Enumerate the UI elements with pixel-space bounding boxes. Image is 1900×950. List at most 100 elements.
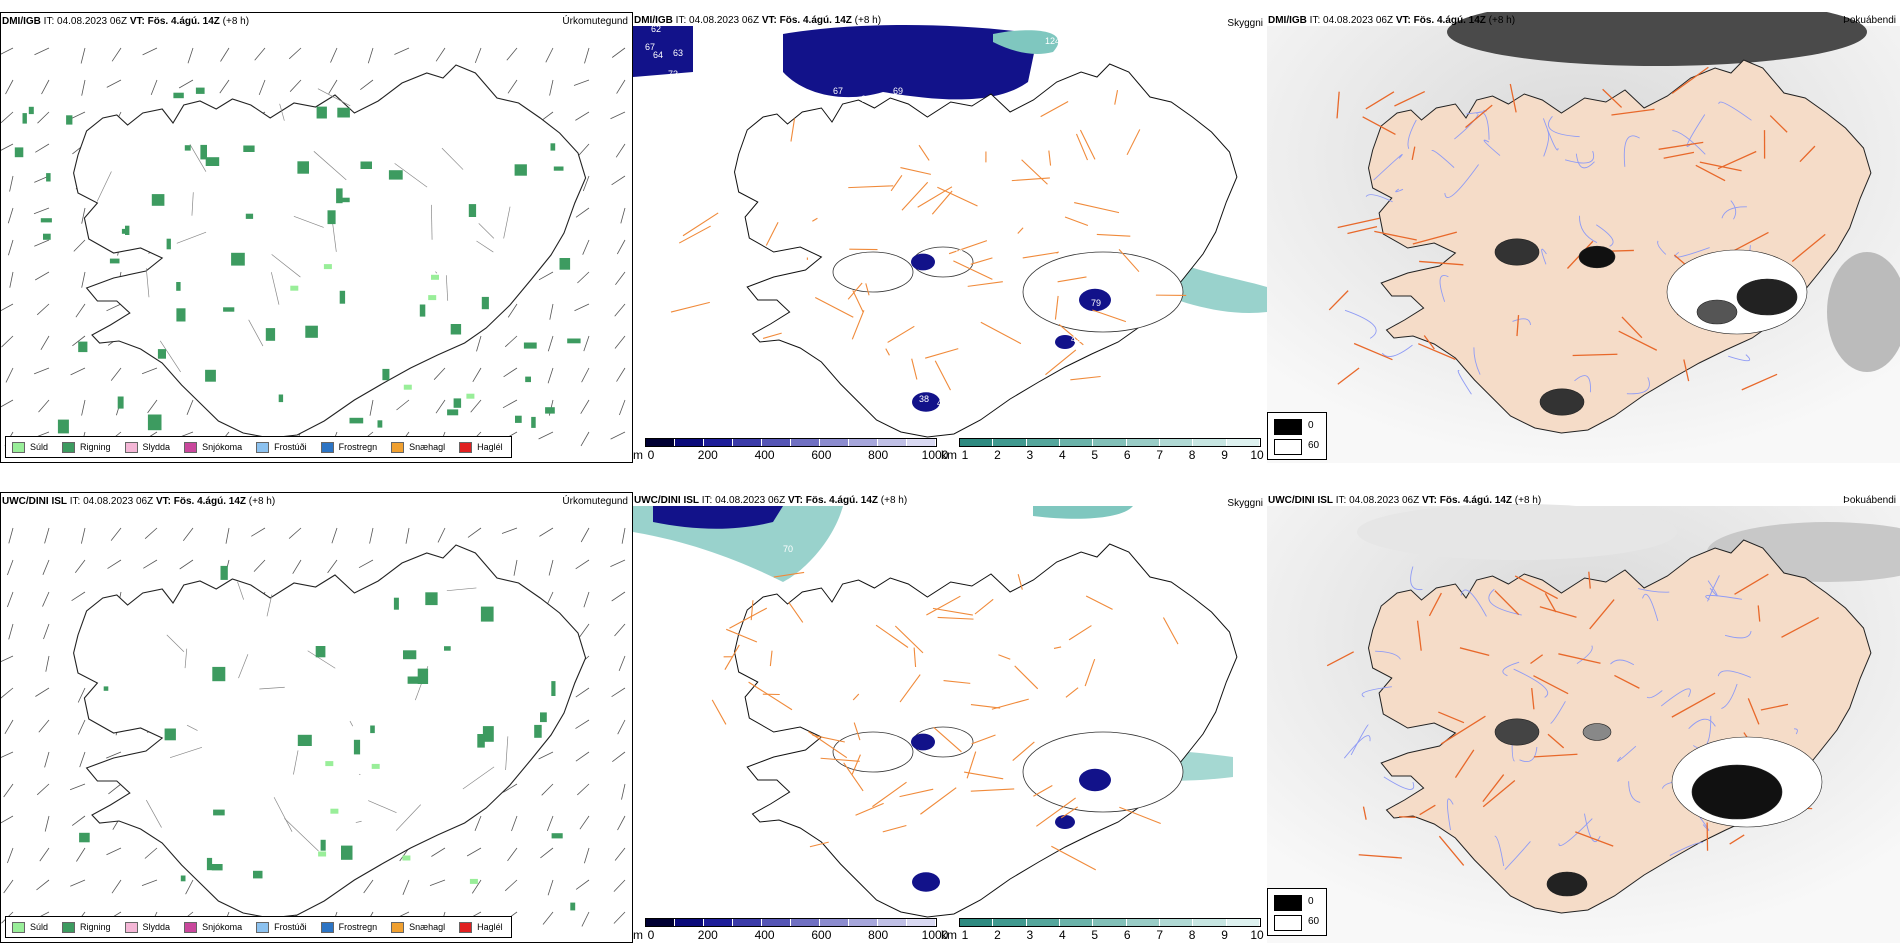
precip-legend-item: Rigning (62, 921, 111, 933)
fog-index-map (1267, 504, 1900, 943)
precip-panel-row2: UWC/DINI ISL IT: 04.08.2023 06Z VT: Fös.… (0, 492, 633, 943)
visibility-value-label: 61 (861, 94, 871, 104)
colorbar-step (820, 919, 849, 926)
colorbar-step (1026, 919, 1060, 926)
colorbar-step (1159, 919, 1194, 926)
precip-type-title: Úrkomutegund (562, 496, 628, 507)
height-tick-label: 1000 (921, 928, 949, 942)
visibility-value-label: 38 (919, 394, 929, 404)
precip-legend: Súld Rigning Slydda Snjókoma Frostúði Frostre… (5, 436, 512, 458)
precip-legend-label: Haglél (477, 442, 503, 452)
height-tick-label: 400 (754, 448, 775, 462)
precip-legend-item: Haglél (459, 441, 503, 453)
height-tick-label: 1000 (921, 448, 949, 462)
height-tick-label: 200 (697, 928, 718, 942)
visibility-map: 62 64 63 67 73 67 61 69 124 80 32 78 79 42 38 41 (633, 24, 1267, 438)
precip-legend-item: Rigning (62, 441, 111, 453)
distance-scale: km 1 2 3 4 5 6 7 8 9 10 (941, 916, 1267, 942)
visibility-value-label: 80 (901, 246, 911, 256)
fog-index-panel-row2: UWC/DINI ISL IT: 04.08.2023 06Z VT: Fös.… (1267, 492, 1900, 943)
precip-legend-label: Snjókoma (202, 922, 243, 932)
distance-tick-label: 6 (1123, 448, 1131, 462)
panel-title: UWC/DINI ISL IT: 04.08.2023 06Z VT: Fös.… (2, 496, 276, 507)
colorbar-step (762, 439, 791, 446)
colorbar-step (960, 919, 994, 926)
river-network (1344, 101, 1761, 395)
key-black-swatch (1274, 419, 1302, 435)
height-tick-label: 800 (868, 448, 889, 462)
key-black-swatch (1274, 895, 1302, 911)
distance-tick-label: 4 (1058, 928, 1066, 942)
distance-unit: km (941, 448, 957, 462)
fog-index-key: 0 60 (1267, 888, 1327, 936)
precip-legend-label: Frostregn (338, 442, 378, 452)
precip-legend-item: Snjókoma (184, 441, 243, 453)
distance-tick-label: 8 (1188, 928, 1196, 942)
height-scale: m 0 200 400 600 800 1000 (633, 916, 948, 942)
road-network (1326, 571, 1820, 866)
distance-tick-label: 7 (1156, 448, 1163, 462)
precip-legend-item: Slydda (124, 921, 171, 933)
key-black-label: 0 (1308, 896, 1314, 907)
fog-index-map (1267, 12, 1900, 463)
key-white-swatch (1274, 915, 1302, 931)
visibility-value-label: 62 (651, 24, 661, 34)
distance-tick-label: 1 (961, 928, 969, 942)
colorbar-step (791, 919, 820, 926)
visibility-value-label: 79 (1091, 298, 1101, 308)
precip-legend-label: Rigning (80, 922, 111, 932)
precip-map (1, 527, 626, 928)
height-unit: m (633, 928, 643, 942)
distance-tick-label: 8 (1188, 448, 1196, 462)
height-tick-label: 400 (754, 928, 775, 942)
precip-legend-label: Snjókoma (202, 442, 243, 452)
fog-over-glaciers (1494, 718, 1823, 897)
distance-tick-label: 6 (1123, 928, 1131, 942)
distance-tick-label: 10 (1250, 928, 1264, 942)
precip-legend-label: Haglél (477, 922, 503, 932)
colorbar-step (675, 919, 704, 926)
precip-legend-swatch (256, 441, 270, 453)
key-white-label: 60 (1308, 440, 1320, 451)
colorbar-step (1193, 919, 1227, 926)
distance-tick-label: 5 (1091, 928, 1099, 942)
distance-tick-label: 4 (1058, 448, 1066, 462)
precip-legend-swatch (62, 921, 76, 933)
precip-legend-label: Snæhagl (409, 922, 446, 932)
fog-index-key: 0 60 (1267, 412, 1327, 460)
colorbar-step (1093, 439, 1127, 446)
road-network (670, 90, 1187, 391)
visibility-value-label: 67 (645, 42, 655, 52)
colorbar-step (646, 919, 675, 926)
colorbar-step (849, 919, 878, 926)
visibility-title: Skyggni (1227, 18, 1263, 29)
precip-legend-label: Súld (30, 922, 49, 932)
precip-legend-label: Slydda (142, 922, 171, 932)
precip-legend-label: Rigning (80, 442, 111, 452)
visibility-value-label: 63 (673, 48, 683, 58)
distance-tick-label: 3 (1026, 448, 1034, 462)
precip-legend-item: Súld (12, 441, 48, 453)
colorbar-step (1226, 439, 1260, 446)
precip-legend-swatch (124, 921, 138, 933)
distance-colorbar (959, 438, 1261, 447)
colorbar-step (1126, 439, 1160, 446)
visibility-value-label: 118 (1055, 784, 1069, 794)
precip-panel-row1: DMI/IGB IT: 04.08.2023 06Z VT: Fös. 4.ág… (0, 12, 633, 463)
precip-legend-label: Slydda (142, 442, 171, 452)
visibility-value-label: 67 (833, 86, 843, 96)
fog-index-panel-row1: DMI/IGB IT: 04.08.2023 06Z VT: Fös. 4.ág… (1267, 12, 1900, 463)
precip-legend-label: Frostúði (274, 922, 307, 932)
distance-tick-label: 3 (1026, 928, 1034, 942)
colorbar-step (646, 439, 675, 446)
visibility-value-label: 90 (751, 494, 761, 504)
visibility-value-label: 78 (1111, 270, 1121, 280)
precip-legend-item: Haglél (459, 921, 503, 933)
panel-title: UWC/DINI ISL IT: 04.08.2023 06Z VT: Fös.… (634, 495, 908, 506)
height-tick-label: 0 (647, 448, 655, 462)
key-white-swatch (1274, 439, 1302, 455)
key-white-label: 60 (1308, 916, 1320, 927)
distance-tick-label: 2 (994, 448, 1001, 462)
precip-map (1, 47, 626, 448)
visibility-value-label: 32 (953, 248, 963, 258)
